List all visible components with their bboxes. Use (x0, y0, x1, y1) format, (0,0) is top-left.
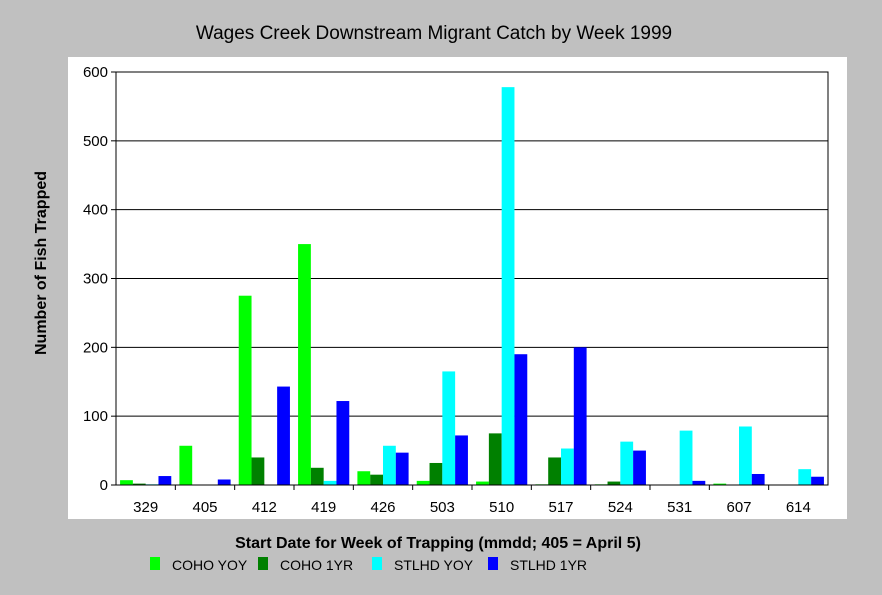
x-tick-labels: 329 405 412 419 426 503 510 517 524 531 607 614 (133, 485, 811, 516)
y-tick-label: 100 (83, 408, 108, 425)
bar-coho-1yr-329 (132, 483, 146, 485)
plot-area-border (115, 71, 829, 486)
legend-swatch (258, 557, 268, 570)
bar-stlhd-1yr-531 (692, 480, 706, 485)
x-axis-title: Start Date for Week of Trapping (mmdd; 4… (235, 535, 641, 552)
bar-coho-yoy-503 (416, 480, 430, 485)
bar-stlhd-yoy-614 (798, 469, 812, 485)
bars (120, 87, 824, 485)
bar-coho-yoy-510 (476, 481, 489, 485)
bar-stlhd-yoy-426 (383, 445, 396, 485)
bar-stlhd-1yr-614 (811, 476, 824, 485)
bar-coho-yoy-329 (120, 480, 133, 485)
bar-coho-yoy-419 (298, 244, 311, 485)
bar-stlhd-yoy-524 (620, 441, 634, 485)
y-tick-labels: 0 100 200 300 400 500 600 (83, 64, 116, 494)
bar-stlhd-1yr-329 (158, 476, 172, 485)
bar-coho-1yr-419 (310, 467, 324, 485)
bar-stlhd-yoy-607 (739, 426, 752, 485)
bar-stlhd-1yr-412 (277, 386, 290, 485)
x-tick-label: 405 (192, 499, 217, 516)
x-tick-label: 510 (489, 499, 514, 516)
bar-stlhd-yoy-531 (679, 430, 693, 485)
bar-stlhd-yoy-503 (442, 371, 456, 485)
bar-coho-yoy-412 (238, 295, 252, 485)
x-tick-label: 426 (370, 499, 395, 516)
legend-label: COHO 1YR (280, 557, 353, 573)
legend-label: STLHD YOY (394, 557, 474, 573)
bar-coho-yoy-426 (357, 471, 371, 485)
y-axis-title: Number of Fish Trapped (33, 171, 50, 355)
y-tick-label: 400 (83, 202, 108, 219)
legend-swatch (488, 557, 498, 570)
x-tick-label: 503 (430, 499, 455, 516)
bar-coho-yoy-405 (179, 445, 193, 485)
bar-stlhd-yoy-517 (561, 448, 574, 485)
bar-stlhd-1yr-426 (395, 452, 409, 485)
x-tick-label: 517 (548, 499, 573, 516)
x-tick-label: 419 (311, 499, 336, 516)
bar-stlhd-1yr-524 (633, 450, 646, 485)
gridlines (116, 140, 828, 417)
bar-coho-1yr-517 (548, 457, 561, 485)
legend-swatch (372, 557, 382, 570)
bar-coho-yoy-607 (713, 483, 727, 485)
bar-stlhd-1yr-419 (336, 401, 350, 485)
x-tick-label: 329 (133, 499, 158, 516)
x-tick-label: 412 (252, 499, 277, 516)
bar-stlhd-1yr-405 (217, 479, 231, 485)
bar-stlhd-yoy-419 (323, 480, 337, 485)
x-tick-label: 607 (726, 499, 751, 516)
y-tick-label: 200 (83, 339, 108, 356)
bar-coho-1yr-503 (429, 462, 443, 485)
bar-coho-1yr-524 (607, 481, 621, 485)
bar-stlhd-1yr-503 (455, 435, 468, 485)
legend: COHO YOY COHO 1YR STLHD YOY STLHD 1YR (150, 557, 587, 573)
y-tick-label: 600 (83, 64, 108, 81)
bar-stlhd-yoy-510 (501, 87, 515, 485)
bar-stlhd-1yr-510 (514, 354, 528, 485)
bar-stlhd-1yr-607 (751, 473, 765, 485)
bar-coho-1yr-426 (370, 474, 383, 485)
bar-coho-1yr-510 (488, 433, 502, 485)
bar-coho-1yr-412 (251, 457, 265, 485)
y-tick-label: 300 (83, 271, 108, 288)
legend-swatch (150, 557, 160, 570)
x-tick-label: 614 (786, 499, 811, 516)
x-tick-label: 531 (667, 499, 692, 516)
legend-label: COHO YOY (172, 557, 248, 573)
y-tick-label: 0 (100, 477, 108, 494)
chart-title: Wages Creek Downstream Migrant Catch by … (196, 23, 672, 44)
y-tick-label: 500 (83, 133, 108, 150)
bar-stlhd-1yr-517 (573, 347, 587, 485)
x-tick-label: 524 (608, 499, 633, 516)
legend-label: STLHD 1YR (510, 557, 587, 573)
